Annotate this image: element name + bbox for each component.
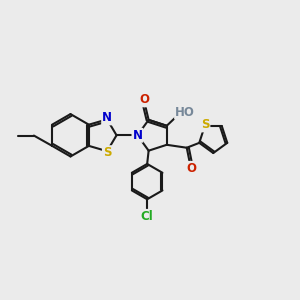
Text: N: N — [132, 129, 142, 142]
Text: N: N — [102, 111, 112, 124]
Text: S: S — [103, 146, 111, 159]
Text: O: O — [140, 93, 149, 106]
Text: HO: HO — [175, 106, 195, 119]
Text: S: S — [201, 118, 209, 131]
Text: O: O — [186, 162, 196, 175]
Text: Cl: Cl — [141, 210, 154, 223]
